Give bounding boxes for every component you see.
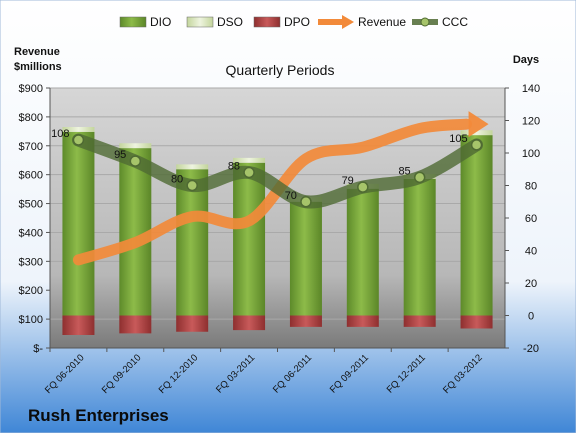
legend-label-revenue: Revenue [358, 15, 406, 29]
ccc-label: 88 [228, 161, 240, 173]
dpo-bar [176, 315, 209, 332]
dso-bar [62, 127, 95, 132]
right-tick-label: 80 [525, 181, 537, 193]
dio-bar [233, 162, 266, 316]
ccc-label: 95 [114, 149, 126, 161]
dio-bar [62, 131, 95, 316]
right-tick-label: 100 [522, 148, 540, 160]
dpo-bar [346, 315, 379, 327]
ccc-point [243, 166, 255, 179]
left-tick-label: $700 [19, 141, 43, 153]
left-tick-label: $500 [19, 199, 43, 211]
left-tick-label: $400 [19, 227, 43, 239]
dio-bar [289, 201, 322, 316]
left-axis-label-line2: $millions [14, 61, 62, 73]
ccc-point [300, 196, 312, 208]
dpo-bar [289, 315, 322, 327]
dio-bar [460, 135, 493, 316]
dso-bar [460, 130, 493, 136]
ccc-label: 80 [171, 174, 183, 186]
legend-swatch-dso [186, 16, 214, 28]
legend-label-ccc: CCC [442, 15, 468, 29]
right-tick-label: 140 [522, 83, 540, 95]
legend-swatch-dio [119, 16, 147, 28]
dio-bar [346, 188, 379, 316]
right-tick-label: 120 [522, 116, 540, 128]
legend-label-dio: DIO [150, 15, 171, 29]
chart-title: Quarterly Periods [226, 62, 335, 78]
right-tick-label: 40 [525, 246, 537, 258]
dso-bar [176, 164, 209, 170]
right-tick-label: -20 [523, 343, 539, 355]
ccc-point [186, 179, 198, 192]
revenue-arrowhead [468, 111, 489, 138]
legend-label-dpo: DPO [284, 15, 310, 29]
dpo-bar [233, 315, 266, 331]
left-tick-label: $300 [19, 256, 43, 268]
ccc-label: 70 [285, 190, 297, 202]
ccc-label: 79 [342, 175, 354, 187]
left-tick-label: $800 [19, 112, 43, 124]
dpo-bar [119, 315, 152, 334]
left-tick-label: $600 [19, 170, 43, 182]
legend-label-dso: DSO [217, 15, 243, 29]
dio-bar [176, 169, 209, 316]
left-tick-label: $- [33, 343, 43, 355]
left-tick-label: $100 [19, 314, 43, 326]
ccc-point [72, 134, 85, 146]
revenue-line [72, 118, 473, 266]
right-axis-label: Days [513, 54, 539, 66]
dpo-bar [62, 315, 95, 335]
dio-bar [403, 179, 436, 316]
bars [62, 127, 493, 335]
left-tick-label: $900 [19, 83, 43, 95]
legend-swatch-dpo [253, 16, 281, 28]
dpo-bar [403, 315, 436, 327]
legend-swatch-revenue-arrow [342, 15, 354, 29]
right-tick-label: 60 [525, 213, 537, 225]
dpo-bar [460, 315, 493, 329]
ccc-point [357, 181, 369, 193]
dso-bar [233, 157, 266, 163]
legend-swatch-ccc-dot [420, 17, 430, 27]
ccc-point [129, 155, 142, 167]
right-tick-label: 0 [528, 311, 534, 323]
ccc-label: 108 [51, 128, 69, 140]
right-tick-label: 20 [525, 278, 537, 290]
ccc-label: 85 [398, 165, 410, 177]
lines: 108 95 80 88 70 79 85 105 [51, 111, 489, 266]
company-name: Rush Enterprises [28, 406, 169, 425]
left-tick-label: $200 [19, 285, 43, 297]
left-axis-label-line1: Revenue [14, 46, 60, 58]
ccc-point [470, 139, 483, 151]
dso-bar [119, 143, 152, 149]
legend: DIO DSO DPO Revenue CCC [119, 15, 468, 29]
ccc-point [413, 171, 426, 184]
ccc-label: 105 [449, 133, 467, 145]
